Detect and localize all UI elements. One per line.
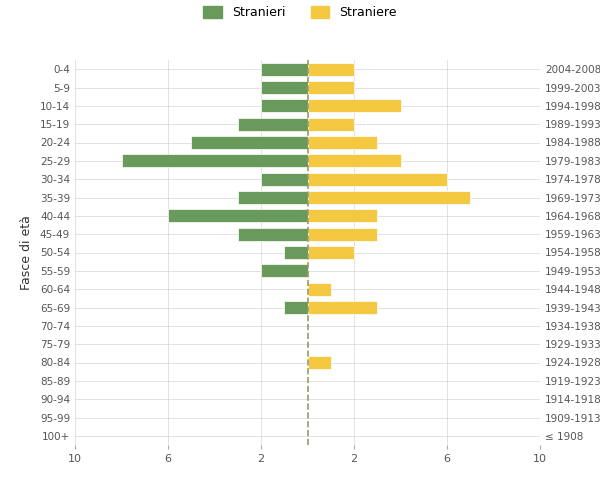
Bar bbox=[261, 81, 308, 94]
Bar bbox=[191, 136, 308, 149]
Bar bbox=[238, 191, 308, 204]
Bar bbox=[308, 301, 377, 314]
Bar bbox=[261, 173, 308, 186]
Y-axis label: Fasce di età: Fasce di età bbox=[20, 215, 33, 290]
Bar bbox=[308, 154, 401, 167]
Bar bbox=[261, 264, 308, 277]
Legend: Stranieri, Straniere: Stranieri, Straniere bbox=[198, 1, 402, 24]
Bar bbox=[284, 246, 308, 259]
Bar bbox=[308, 210, 377, 222]
Bar bbox=[261, 63, 308, 76]
Bar bbox=[308, 246, 354, 259]
Bar bbox=[308, 191, 470, 204]
Bar bbox=[168, 210, 308, 222]
Bar bbox=[308, 81, 354, 94]
Bar bbox=[308, 356, 331, 369]
Bar bbox=[121, 154, 308, 167]
Bar bbox=[308, 100, 401, 112]
Bar bbox=[308, 228, 377, 240]
Bar bbox=[308, 118, 354, 130]
Bar bbox=[308, 63, 354, 76]
Bar bbox=[261, 100, 308, 112]
Bar bbox=[238, 118, 308, 130]
Bar bbox=[284, 301, 308, 314]
Bar bbox=[308, 136, 377, 149]
Bar bbox=[308, 283, 331, 296]
Bar bbox=[308, 173, 447, 186]
Bar bbox=[238, 228, 308, 240]
